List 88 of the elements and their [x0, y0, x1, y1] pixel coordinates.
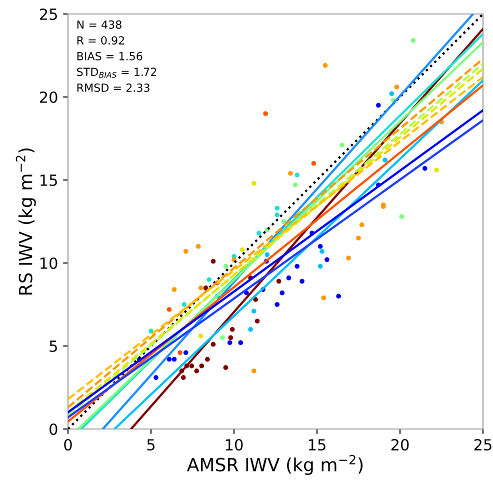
point	[252, 308, 256, 314]
point	[322, 63, 328, 68]
point	[318, 264, 323, 269]
point	[376, 102, 381, 108]
point	[230, 326, 235, 332]
point	[274, 212, 280, 218]
y-tick-label: 10	[40, 257, 58, 270]
point	[182, 302, 187, 307]
point	[166, 356, 172, 362]
point	[394, 84, 400, 90]
point	[194, 368, 200, 374]
point	[252, 180, 256, 186]
point	[274, 206, 280, 211]
point	[339, 142, 344, 148]
annotation: RMSD = 2.33	[77, 84, 150, 92]
point	[180, 375, 186, 380]
point	[264, 252, 270, 258]
point	[189, 364, 194, 368]
point	[288, 170, 293, 176]
point	[389, 91, 394, 96]
point	[196, 244, 201, 249]
point	[228, 335, 234, 340]
point	[321, 295, 326, 300]
y-tick-label: 15	[40, 174, 57, 186]
point	[311, 160, 316, 166]
point	[220, 335, 225, 340]
point	[320, 248, 324, 254]
x-tick-label: 20	[391, 438, 409, 451]
point	[318, 244, 323, 249]
y-tick-label: 25	[40, 8, 57, 20]
point	[227, 340, 232, 346]
point	[280, 290, 285, 296]
point	[276, 278, 282, 284]
point	[410, 38, 416, 43]
point	[205, 356, 210, 362]
point	[382, 158, 388, 162]
point	[172, 287, 177, 292]
point	[172, 356, 177, 362]
point	[286, 276, 292, 280]
point	[422, 166, 428, 171]
annotation: N = 438	[77, 20, 122, 29]
point	[148, 328, 154, 334]
annotation: STD$_{BIAS}$ = 1.72	[77, 68, 156, 78]
point	[263, 111, 268, 116]
x-tick-label: 0	[64, 438, 72, 451]
point	[359, 222, 364, 228]
point	[281, 219, 286, 224]
point	[223, 264, 228, 269]
y-axis-title: RS IWV (kg m$^{−2}$)	[16, 148, 36, 294]
y-tick-label: 5	[50, 340, 57, 352]
x-tick-label: 15	[308, 439, 326, 451]
point	[198, 285, 204, 290]
point	[300, 278, 304, 284]
y-tick-label: 0	[50, 423, 58, 436]
x-tick-label: 5	[147, 439, 155, 451]
x-tick-label: 25	[474, 438, 492, 451]
point	[210, 342, 216, 347]
point	[154, 375, 158, 380]
point	[324, 257, 330, 262]
point	[294, 172, 300, 178]
point	[199, 364, 204, 368]
point	[254, 318, 260, 324]
point	[336, 294, 341, 299]
point	[238, 340, 244, 346]
point	[178, 350, 182, 356]
point	[346, 256, 351, 260]
point	[252, 368, 256, 374]
point	[293, 182, 298, 188]
point	[183, 248, 188, 254]
point	[248, 326, 254, 332]
x-tick-label: 10	[226, 438, 243, 451]
point	[166, 307, 172, 312]
point	[399, 214, 404, 219]
y-tick-label: 20	[40, 91, 58, 104]
point	[356, 236, 361, 241]
point	[294, 264, 300, 269]
point	[274, 302, 280, 307]
annotation: BIAS = 1.56	[77, 52, 142, 60]
point	[198, 334, 204, 338]
point	[223, 365, 228, 370]
point	[256, 230, 262, 236]
annotation: R = 0.92	[77, 36, 124, 45]
point	[210, 258, 216, 264]
x-axis-title: AMSR IWV (kg m$^{−2}$)	[186, 454, 363, 475]
point	[183, 350, 188, 356]
point	[240, 247, 245, 252]
point	[206, 277, 212, 282]
point	[434, 168, 439, 172]
